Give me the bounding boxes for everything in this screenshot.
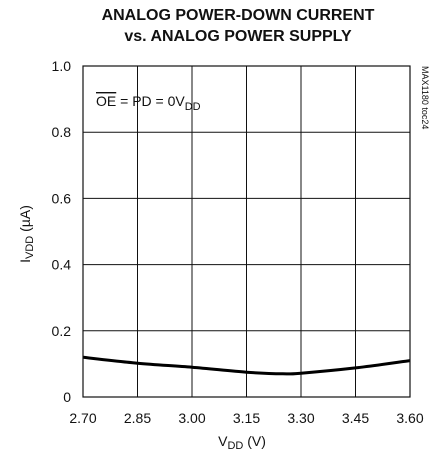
chart-title-line2: vs. ANALOG POWER SUPPLY [124, 28, 352, 45]
chart-title-line1: ANALOG POWER-DOWN CURRENT [102, 7, 375, 24]
condition-annotation: OE = PD = 0VDD [96, 93, 201, 113]
x-axis-label-sub: DD [227, 440, 243, 452]
annotation-overline-text: OE [96, 93, 116, 109]
y-axis-label-sub: VDD [24, 236, 36, 259]
plot-frame [82, 65, 411, 398]
part-code: MAX1180 toc24 [420, 66, 430, 129]
x-tick-label: 3.00 [178, 410, 205, 426]
y-axis-label-unit: (µA) [17, 205, 33, 236]
y-tick-label: 0.2 [52, 323, 72, 339]
x-tick-label: 3.60 [396, 410, 423, 426]
x-axis-label-main: V [218, 433, 228, 449]
y-tick-label: 1.0 [52, 58, 72, 74]
x-axis-label: VDD (V) [218, 433, 266, 452]
y-axis-label: IVDD (µA) [17, 205, 36, 263]
x-tick-label: 3.45 [342, 410, 369, 426]
y-tick-label: 0.6 [52, 190, 72, 206]
y-axis-label-main: I [17, 259, 33, 263]
x-axis-label-unit: (V) [243, 433, 266, 449]
y-tick-labels: 0 0.2 0.4 0.6 0.8 1.0 [52, 58, 72, 405]
series-layer [82, 355, 411, 376]
annotation-text: = PD = 0V [116, 93, 185, 109]
grid [83, 66, 410, 397]
y-tick-label: 0.4 [52, 257, 72, 273]
x-tick-label: 2.85 [124, 410, 151, 426]
annotation-subscript: DD [185, 101, 201, 113]
x-tick-label: 3.30 [287, 410, 314, 426]
y-tick-label: 0.8 [52, 124, 72, 140]
x-tick-labels: 2.70 2.85 3.00 3.15 3.30 3.45 3.60 [69, 410, 423, 426]
x-tick-label: 3.15 [233, 410, 260, 426]
x-tick-label: 2.70 [69, 410, 96, 426]
series-line [82, 355, 411, 376]
y-tick-label: 0 [63, 389, 71, 405]
